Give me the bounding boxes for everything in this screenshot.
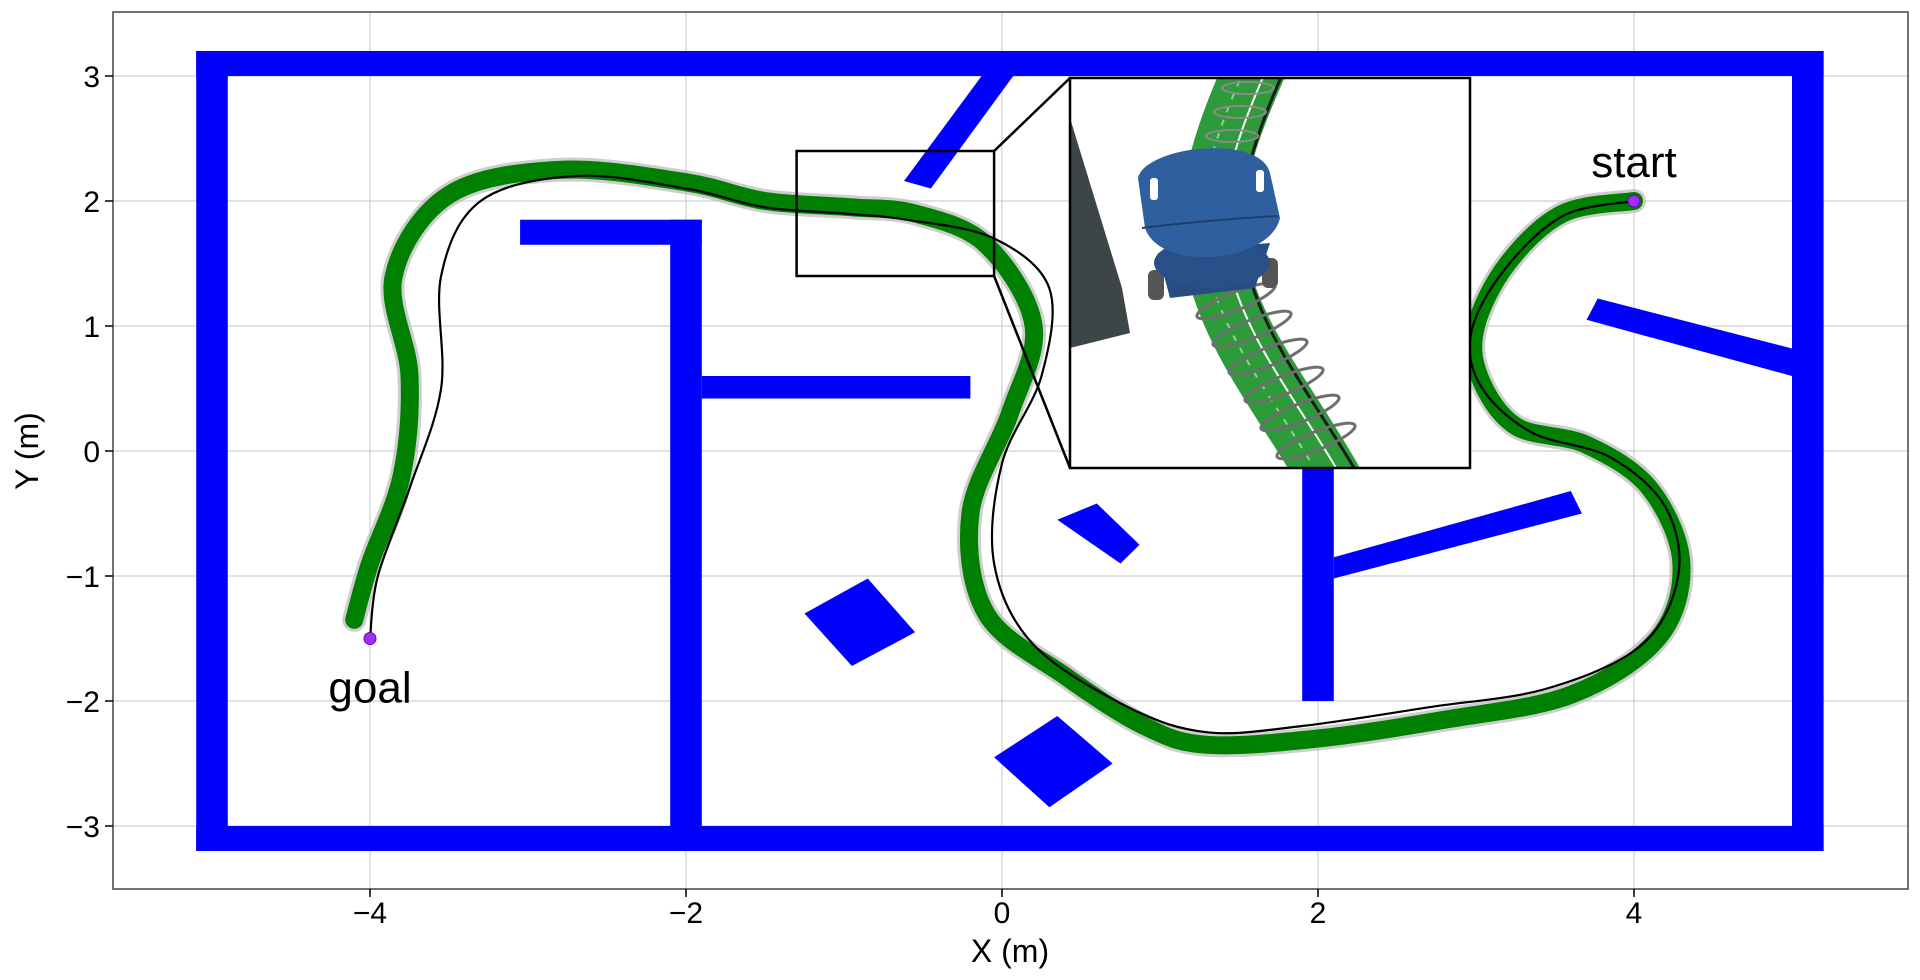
obstacle-6 [670,220,702,826]
goal-label: goal [328,664,411,713]
robot-light [1256,170,1264,192]
y-tick-label: 2 [83,186,100,219]
y-tick-label: −1 [66,561,100,594]
y-axis-label: Y (m) [9,412,45,490]
goal-marker [364,633,376,645]
start-marker [1628,195,1640,207]
robot-body [1138,148,1280,257]
start-label: start [1591,138,1677,187]
x-tick-label: 2 [1310,897,1327,930]
obstacle-2 [196,826,1823,851]
x-tick-label: 0 [994,897,1011,930]
x-tick-label: −4 [353,897,387,930]
obstacle-7 [702,376,971,399]
inset-view [1070,68,1470,478]
y-tick-label: −2 [66,686,100,719]
y-tick-label: −3 [66,811,100,844]
x-tick-label: 4 [1626,897,1643,930]
x-tick-label: −2 [669,897,703,930]
x-axis-label: X (m) [971,933,1049,969]
obstacle-4 [1792,51,1824,851]
obstacle-3 [196,51,228,851]
robot-icon [1138,148,1280,300]
y-tick-label: 3 [83,61,100,94]
robot-light [1150,178,1158,200]
y-tick-label: 1 [83,311,100,344]
y-tick-label: 0 [83,436,100,469]
